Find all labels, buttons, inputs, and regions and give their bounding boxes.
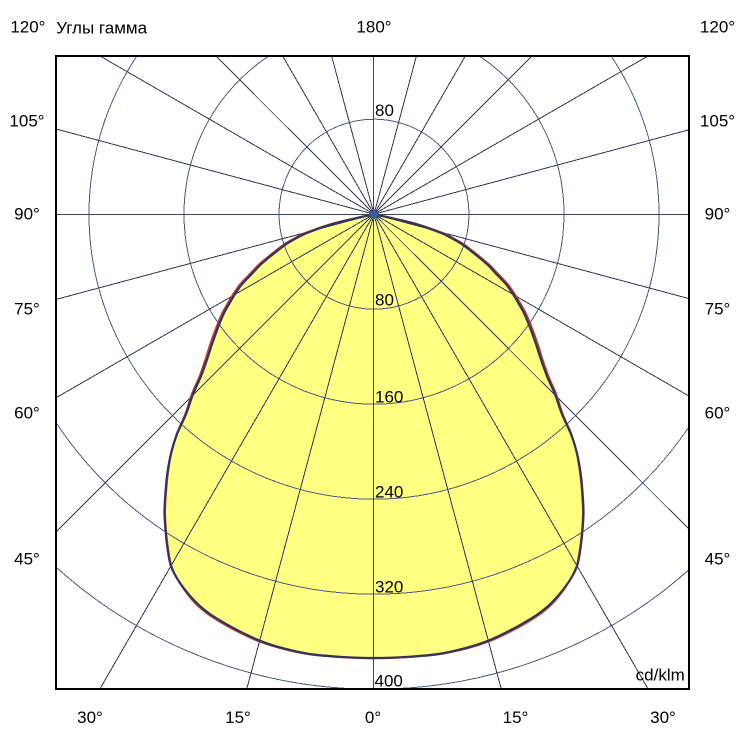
svg-text:180°: 180° (356, 18, 391, 37)
svg-text:30°: 30° (77, 708, 103, 727)
svg-text:cd/klm: cd/klm (636, 666, 685, 685)
svg-text:105°: 105° (700, 111, 735, 130)
svg-text:120°: 120° (700, 18, 735, 37)
svg-text:240: 240 (375, 483, 403, 502)
svg-text:75°: 75° (705, 299, 731, 318)
svg-text:Углы гамма: Углы гамма (56, 19, 147, 38)
svg-text:80: 80 (375, 291, 394, 310)
svg-text:60°: 60° (705, 403, 731, 422)
svg-text:15°: 15° (503, 708, 529, 727)
svg-text:60°: 60° (14, 403, 40, 422)
svg-text:0°: 0° (365, 708, 381, 727)
svg-text:120°: 120° (10, 18, 45, 37)
svg-text:160: 160 (375, 388, 403, 407)
svg-text:75°: 75° (14, 299, 40, 318)
svg-text:45°: 45° (705, 549, 731, 568)
svg-text:90°: 90° (705, 205, 731, 224)
svg-text:80: 80 (375, 101, 394, 120)
svg-text:45°: 45° (14, 549, 40, 568)
svg-text:30°: 30° (650, 708, 676, 727)
svg-text:320: 320 (375, 578, 403, 597)
svg-text:105°: 105° (9, 111, 44, 130)
svg-text:15°: 15° (225, 708, 251, 727)
svg-text:400: 400 (375, 672, 403, 691)
svg-text:90°: 90° (14, 205, 40, 224)
